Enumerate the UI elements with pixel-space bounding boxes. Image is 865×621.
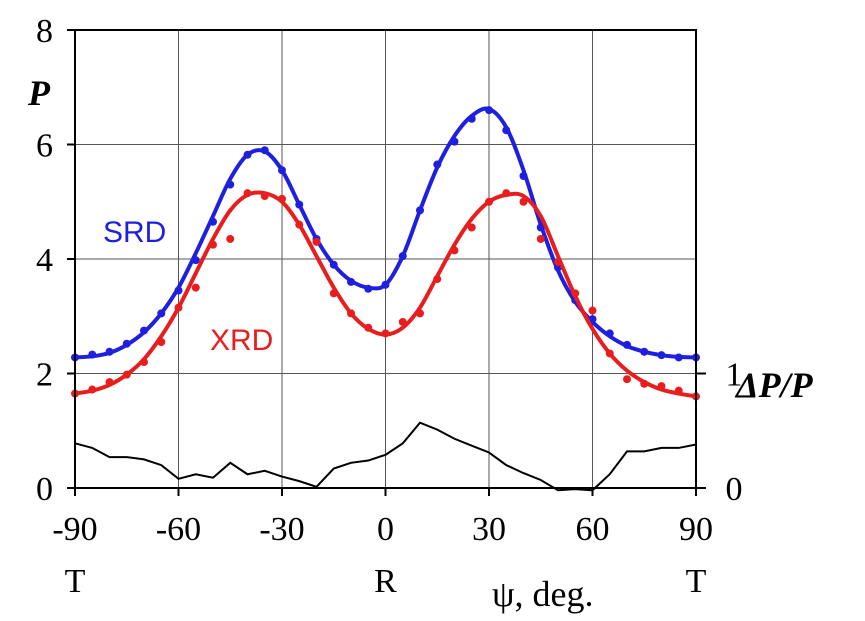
y-tick-label: 8 <box>36 13 53 50</box>
grid-lines <box>74 29 697 489</box>
x-tick-label: -30 <box>259 511 304 548</box>
y-right-tick-label: 0 <box>726 471 743 508</box>
data-point-xrd <box>226 234 235 243</box>
y-right-tick-label: 1 <box>726 357 743 394</box>
y-tick-label: 0 <box>36 471 53 508</box>
data-point-xrd <box>191 283 200 292</box>
y-tick-label: 4 <box>36 242 53 279</box>
x-tick-label: 0 <box>377 511 394 548</box>
data-point-xrd <box>312 237 321 246</box>
y-tick-label: 6 <box>36 128 53 165</box>
label-xrd: XRD <box>210 324 273 357</box>
data-point-xrd <box>536 234 545 243</box>
x-region-label: T <box>686 563 707 600</box>
fit-curve-srd <box>73 106 698 360</box>
tick-labels: -90 -60 -30 0 30 60 90 0 2 4 6 8 0 1 T R T <box>36 13 743 600</box>
series-layer <box>71 106 700 492</box>
x-region-label: R <box>374 563 397 600</box>
axis-ticks <box>67 29 706 496</box>
fit-curve-xrd <box>73 190 698 399</box>
data-point-xrd <box>467 223 476 232</box>
y-axis-label-right: ΔP/P <box>734 365 814 405</box>
data-point-xrd <box>588 306 597 315</box>
y-tick-label: 2 <box>36 357 53 394</box>
data-point-xrd <box>623 375 631 384</box>
x-tick-label: 30 <box>472 511 506 548</box>
x-region-label: T <box>65 563 86 600</box>
x-tick-label: 90 <box>679 511 713 548</box>
x-tick-label: -60 <box>156 511 201 548</box>
x-tick-label: -90 <box>52 511 97 548</box>
x-tick-label: 60 <box>576 511 610 548</box>
y-axis-label-left: P <box>27 73 51 113</box>
x-axis-label: ψ, deg. <box>492 574 594 614</box>
label-srd: SRD <box>103 216 166 249</box>
